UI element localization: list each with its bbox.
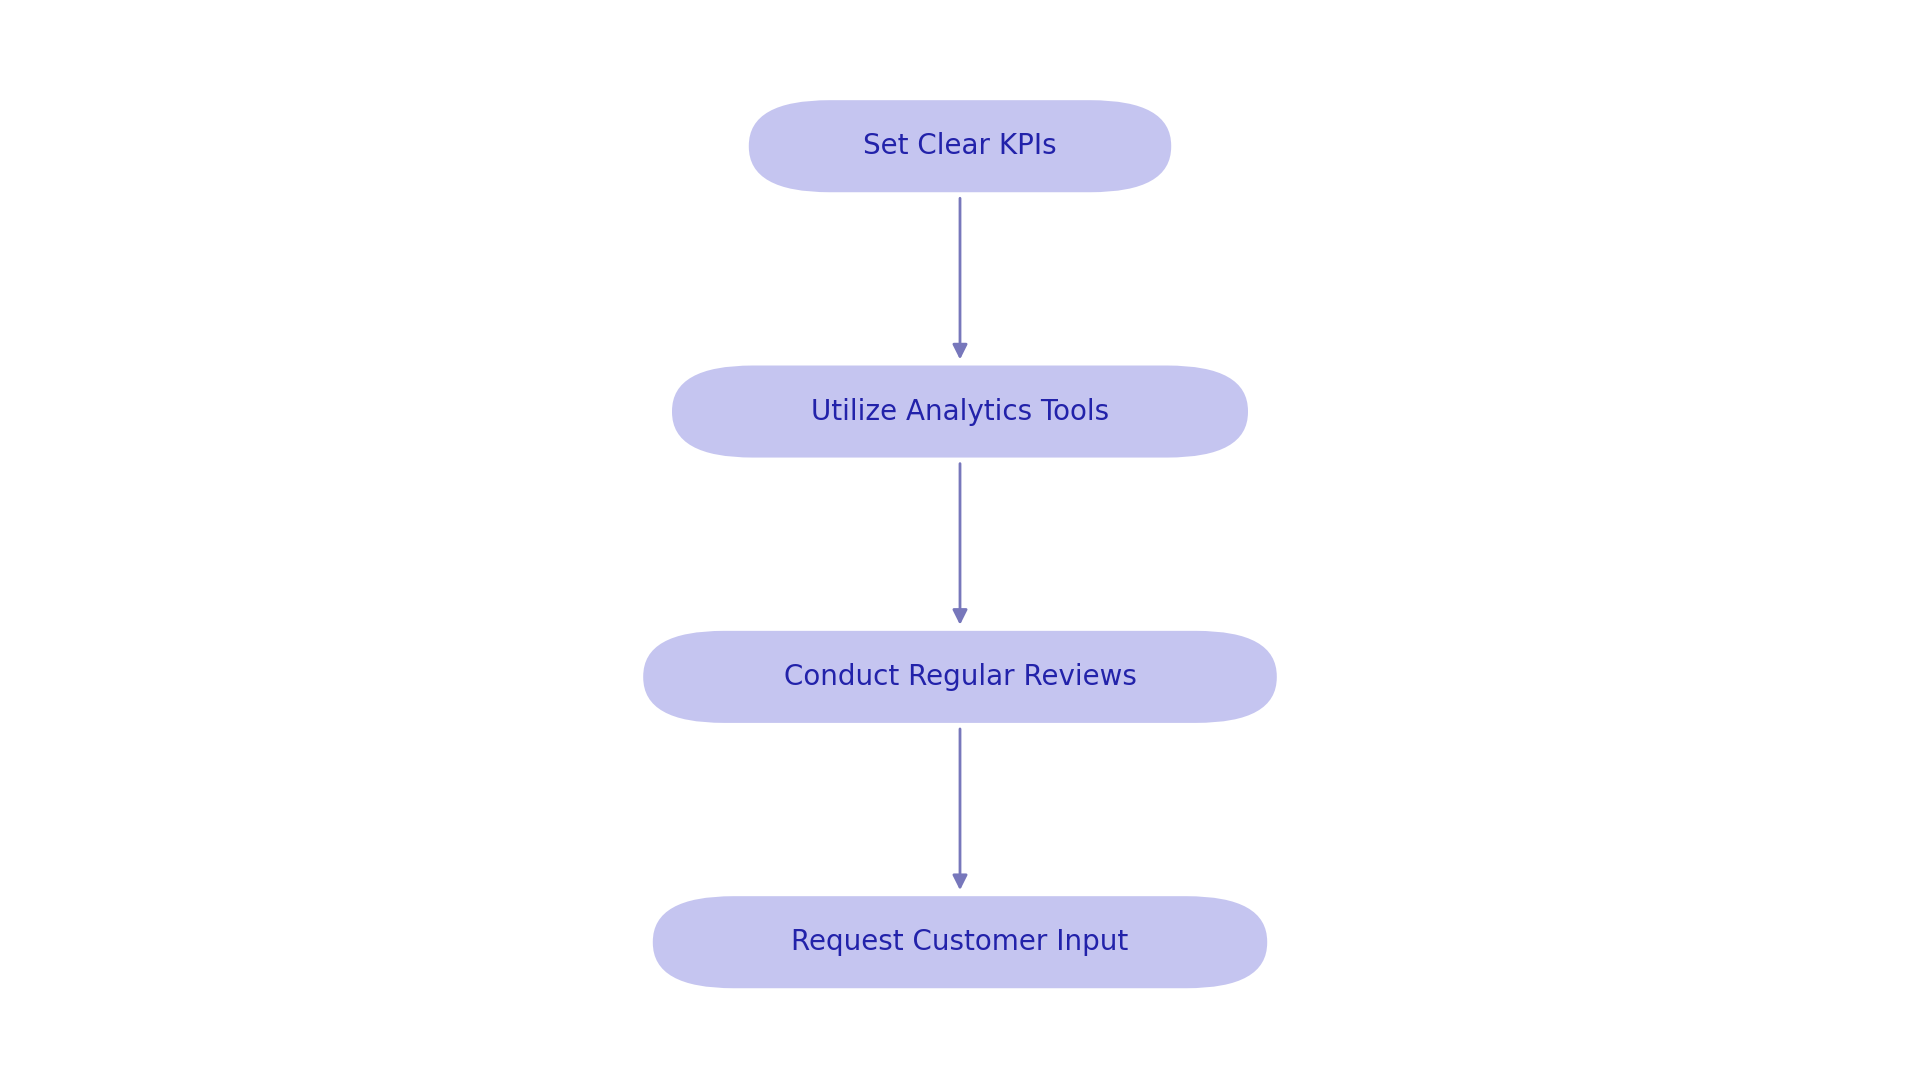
Text: Utilize Analytics Tools: Utilize Analytics Tools (810, 397, 1110, 426)
Text: Set Clear KPIs: Set Clear KPIs (864, 132, 1056, 160)
FancyBboxPatch shape (749, 101, 1171, 193)
FancyBboxPatch shape (653, 897, 1267, 988)
Text: Request Customer Input: Request Customer Input (791, 928, 1129, 956)
FancyBboxPatch shape (672, 366, 1248, 457)
FancyBboxPatch shape (643, 630, 1277, 723)
Text: Conduct Regular Reviews: Conduct Regular Reviews (783, 663, 1137, 691)
